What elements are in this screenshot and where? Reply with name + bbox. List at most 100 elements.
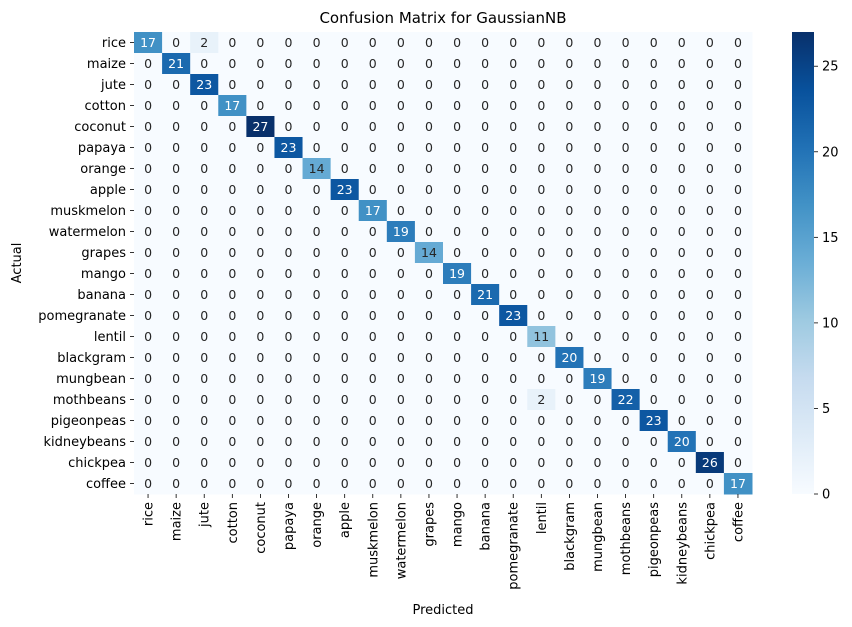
cell-value: 0 [172,98,180,113]
cell-value: 0 [509,119,517,134]
heatmap-cell [190,116,219,138]
cell-value: 0 [425,287,433,302]
heatmap-cell [639,326,669,348]
cell-value: 0 [481,350,489,365]
heatmap-cell [246,116,275,138]
heatmap-cell [639,305,669,327]
heatmap-cell [162,410,191,432]
heatmap-cell [723,410,753,432]
heatmap-cell [134,32,163,54]
heatmap-cell [723,32,753,54]
heatmap-cell [611,221,641,243]
cell-value: 0 [734,350,742,365]
heatmap-cell [639,431,669,453]
cell-value: 0 [397,56,405,71]
cell-value: 0 [453,56,461,71]
y-tick-label: rice [102,36,126,51]
cell-value: 0 [453,455,461,470]
cell-value: 0 [537,77,545,92]
heatmap-cell [162,95,191,117]
cell-value: 23 [337,182,353,197]
heatmap-cell [330,326,360,348]
cell-value: 0 [481,56,489,71]
heatmap-cell [190,347,219,369]
cell-value: 0 [256,266,264,281]
heatmap-cell [218,284,247,306]
cell-value: 0 [565,434,573,449]
cell-value: 0 [509,140,517,155]
cell-value: 0 [369,308,377,323]
heatmap-cell [443,473,472,495]
cell-value: 0 [200,413,208,428]
cell-value: 0 [509,224,517,239]
heatmap-cell [274,389,304,411]
heatmap-cell [358,305,388,327]
heatmap-cell [190,179,219,201]
heatmap-cell [218,326,247,348]
y-tick-label: coconut [74,120,126,135]
cell-value: 0 [734,203,742,218]
heatmap-cell [134,452,163,474]
heatmap-cell [723,347,753,369]
heatmap-cell [611,137,641,159]
cell-value: 0 [481,224,489,239]
x-tick-label: grapes [422,502,437,547]
heatmap-cell [162,389,191,411]
x-tick-label: rice [142,502,157,526]
heatmap-cell [414,368,444,390]
heatmap-cell [695,158,725,180]
y-tick-label: watermelon [49,225,126,240]
heatmap-cell [302,263,332,285]
heatmap-cell [386,116,416,138]
heatmap-cell [555,473,584,495]
cell-value: 0 [144,140,152,155]
cell-value: 0 [341,476,349,491]
cell-value: 0 [594,245,602,260]
heatmap-cell [611,347,641,369]
heatmap-cell [471,389,500,411]
heatmap-cell [246,32,275,54]
heatmap-cell [611,242,641,264]
heatmap-cell [386,473,416,495]
cell-value: 0 [481,182,489,197]
heatmap-cell [723,137,753,159]
cell-value: 0 [650,245,658,260]
cell-value: 17 [730,476,746,491]
heatmap-cell [555,347,584,369]
heatmap-cell [386,326,416,348]
cell-value: 23 [281,140,297,155]
heatmap-cell [667,95,697,117]
heatmap-cell [330,53,360,75]
heatmap-cell [414,32,444,54]
heatmap-cell [414,347,444,369]
cell-value: 19 [590,371,606,386]
cell-value: 0 [256,35,264,50]
heatmap-cell [274,179,304,201]
cell-value: 0 [678,245,686,260]
cell-value: 0 [734,434,742,449]
cell-value: 0 [594,35,602,50]
heatmap-cell [330,221,360,243]
cell-value: 0 [397,287,405,302]
cell-value: 0 [172,476,180,491]
heatmap-cell [274,32,304,54]
heatmap-cell [499,200,528,222]
cell-value: 0 [397,203,405,218]
cell-value: 0 [200,182,208,197]
heatmap-cell [667,284,697,306]
heatmap-cell [443,221,472,243]
cell-value: 0 [341,119,349,134]
heatmap-cell [330,137,360,159]
heatmap-cell [414,431,444,453]
heatmap-cell [583,95,613,117]
cell-value: 11 [533,329,549,344]
heatmap-cell [330,452,360,474]
heatmap-cell [499,410,528,432]
heatmap-cell [274,74,304,96]
heatmap-cell [499,137,528,159]
heatmap-cell [471,242,500,264]
heatmap-cell [695,221,725,243]
cell-value: 0 [313,140,321,155]
cell-value: 0 [285,161,293,176]
cell-value: 0 [650,182,658,197]
